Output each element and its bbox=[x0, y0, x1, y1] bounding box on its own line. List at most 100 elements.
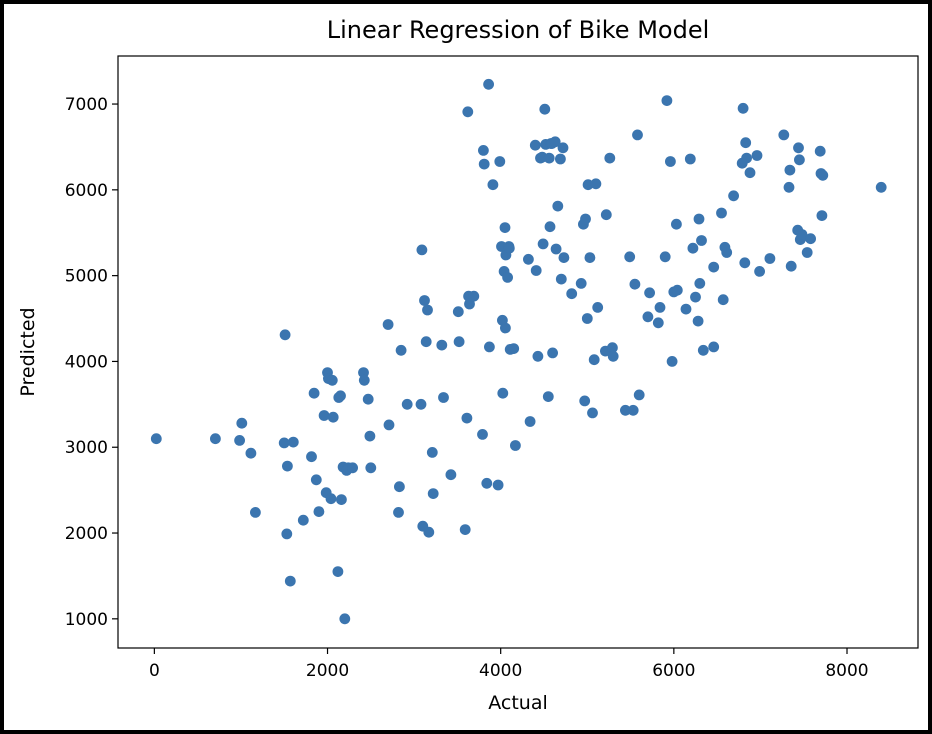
data-point bbox=[462, 106, 474, 118]
y-tick-label: 6000 bbox=[65, 181, 108, 201]
data-point bbox=[566, 288, 578, 300]
data-point bbox=[690, 291, 701, 303]
data-point bbox=[783, 181, 795, 193]
data-point bbox=[624, 251, 636, 263]
data-point bbox=[310, 474, 322, 486]
data-point bbox=[652, 317, 664, 329]
data-point bbox=[461, 412, 473, 424]
data-point bbox=[427, 488, 439, 499]
data-point bbox=[416, 244, 428, 256]
data-point bbox=[579, 395, 591, 407]
data-point bbox=[581, 313, 593, 324]
data-point bbox=[693, 213, 705, 225]
data-point bbox=[362, 393, 374, 405]
data-point bbox=[487, 179, 499, 191]
data-point bbox=[438, 392, 449, 403]
data-point bbox=[436, 339, 448, 351]
data-point bbox=[365, 462, 377, 474]
data-point bbox=[785, 260, 797, 272]
data-point bbox=[419, 295, 430, 306]
data-point bbox=[552, 200, 564, 212]
data-point bbox=[793, 142, 804, 154]
data-point bbox=[284, 575, 296, 587]
data-point bbox=[754, 266, 765, 277]
data-point bbox=[494, 156, 506, 167]
data-point bbox=[478, 145, 489, 156]
data-point bbox=[423, 526, 435, 538]
x-tick-label: 6000 bbox=[652, 661, 695, 681]
data-point bbox=[422, 304, 433, 316]
data-point bbox=[279, 329, 291, 341]
data-point bbox=[445, 469, 457, 481]
data-point bbox=[692, 315, 704, 327]
data-point bbox=[633, 389, 645, 401]
data-point bbox=[339, 613, 351, 625]
data-point bbox=[580, 213, 591, 225]
data-point bbox=[716, 207, 727, 219]
data-point bbox=[326, 374, 338, 386]
data-point bbox=[784, 164, 796, 176]
data-point bbox=[680, 303, 692, 315]
data-point bbox=[544, 221, 556, 233]
data-point bbox=[492, 479, 504, 491]
data-point bbox=[764, 253, 776, 264]
data-point bbox=[499, 222, 511, 234]
data-point bbox=[642, 311, 654, 323]
data-point bbox=[426, 447, 438, 458]
data-point bbox=[684, 153, 696, 165]
data-point bbox=[584, 252, 596, 263]
data-point bbox=[587, 407, 598, 419]
y-axis: 1000 2000 3000 4000 5000 6000 7000 bbox=[65, 95, 118, 630]
data-point bbox=[796, 229, 808, 240]
data-point bbox=[659, 251, 671, 263]
data-point bbox=[661, 95, 673, 106]
data-point bbox=[816, 210, 828, 222]
data-point bbox=[459, 524, 471, 535]
data-point bbox=[744, 167, 756, 179]
y-tick-label: 4000 bbox=[65, 352, 108, 372]
data-point bbox=[278, 437, 290, 449]
data-point bbox=[778, 129, 790, 141]
data-point bbox=[590, 178, 602, 190]
data-point bbox=[523, 253, 534, 265]
data-point bbox=[210, 433, 221, 445]
data-point bbox=[721, 247, 733, 258]
y-tick-label: 1000 bbox=[65, 610, 108, 630]
data-point bbox=[236, 417, 248, 429]
data-point bbox=[500, 322, 511, 334]
data-point bbox=[805, 233, 816, 245]
data-points bbox=[150, 78, 887, 625]
x-tick-label: 8000 bbox=[825, 661, 868, 681]
data-point bbox=[817, 169, 829, 181]
data-point bbox=[671, 218, 682, 230]
data-point bbox=[666, 356, 678, 367]
scatter-chart: Linear Regression of Bike Model 0 2000 400… bbox=[17, 16, 919, 714]
data-point bbox=[739, 257, 751, 269]
data-point bbox=[150, 433, 162, 445]
data-point bbox=[549, 136, 561, 148]
data-point bbox=[717, 294, 729, 306]
x-axis-label: Actual bbox=[488, 692, 548, 714]
data-point bbox=[644, 287, 655, 299]
data-point bbox=[497, 387, 509, 399]
data-point bbox=[347, 462, 358, 474]
data-point bbox=[313, 506, 325, 517]
data-point bbox=[332, 566, 344, 577]
data-point bbox=[629, 278, 641, 290]
data-point bbox=[468, 290, 480, 302]
data-point bbox=[364, 430, 376, 442]
data-point bbox=[537, 238, 549, 250]
x-tick-label: 4000 bbox=[479, 661, 522, 681]
data-point bbox=[524, 416, 536, 427]
data-point bbox=[575, 278, 587, 289]
data-point bbox=[503, 242, 515, 254]
data-point bbox=[452, 306, 464, 318]
data-point bbox=[632, 129, 643, 141]
data-point bbox=[543, 152, 555, 164]
data-point bbox=[297, 514, 309, 526]
data-point bbox=[395, 344, 407, 356]
data-point bbox=[336, 494, 347, 505]
data-point bbox=[401, 398, 413, 410]
data-point bbox=[694, 278, 706, 289]
data-point bbox=[600, 209, 612, 221]
